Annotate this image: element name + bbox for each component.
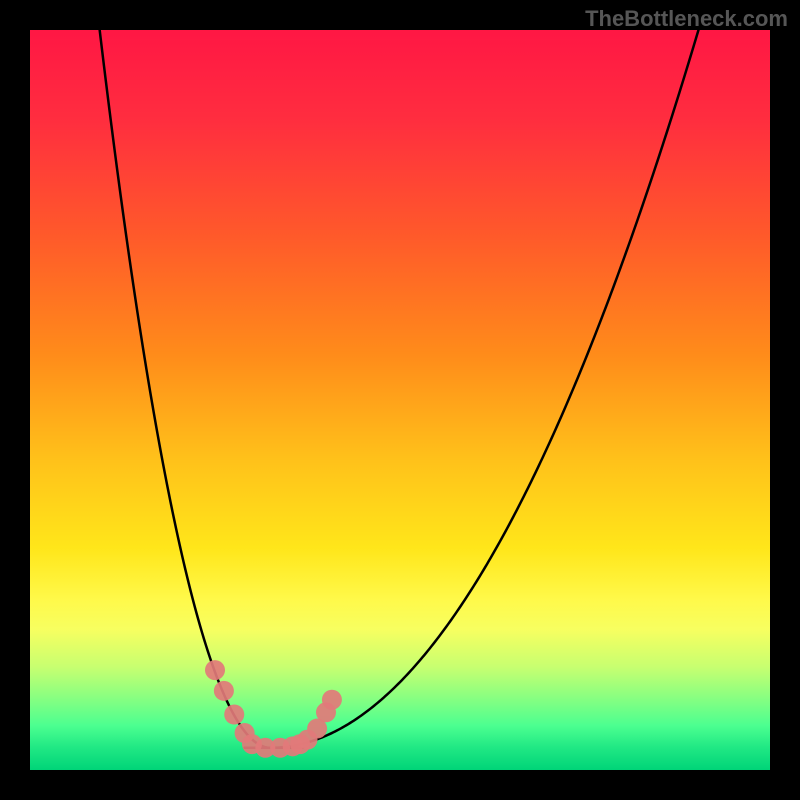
- gradient-background: [30, 30, 770, 770]
- data-marker: [224, 705, 244, 725]
- data-marker: [205, 660, 225, 680]
- watermark-text: TheBottleneck.com: [585, 6, 788, 32]
- plot-area: [30, 30, 770, 770]
- chart-svg: [30, 30, 770, 770]
- data-marker: [322, 690, 342, 710]
- data-marker: [214, 681, 234, 701]
- chart-container: TheBottleneck.com: [0, 0, 800, 800]
